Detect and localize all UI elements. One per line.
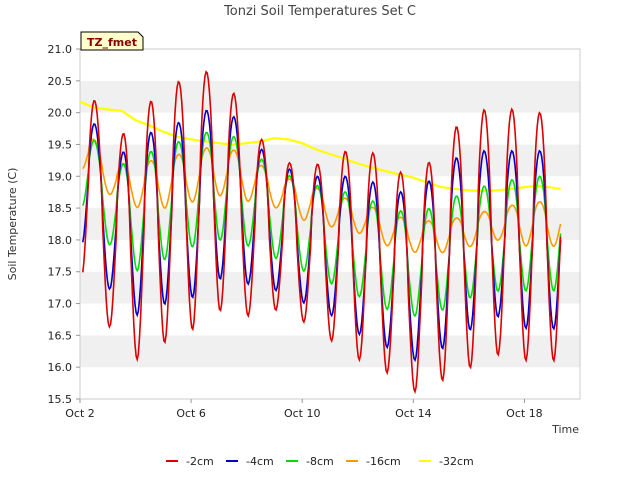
- y-tick-label: 21.0: [48, 43, 73, 56]
- x-tick-label: Oct 14: [395, 407, 432, 420]
- y-tick-label: 18.5: [48, 202, 73, 215]
- grid-band: [80, 335, 580, 368]
- grid-band: [80, 80, 580, 113]
- legend-label: -8cm: [306, 455, 334, 468]
- site-label-background: [80, 31, 144, 51]
- site-label: TZ_fmet: [87, 36, 137, 49]
- grid-band: [80, 208, 580, 240]
- y-tick-label: 18.0: [48, 234, 73, 247]
- series-line: [82, 70, 562, 395]
- grid-band: [80, 271, 580, 304]
- legend-label: -4cm: [246, 455, 274, 468]
- y-tick-label: 15.5: [48, 393, 73, 406]
- legend-label: -16cm: [366, 455, 401, 468]
- y-tick-label: 17.0: [48, 298, 73, 311]
- series-lines: [79, 70, 562, 395]
- series-line: [79, 100, 561, 193]
- grid-band: [80, 49, 580, 81]
- x-tick-label: Oct 6: [176, 407, 206, 420]
- legend-label: -32cm: [439, 455, 474, 468]
- legend: -2cm -4cm -8cm -16cm -32cm: [166, 455, 474, 468]
- y-tick-label: 20.5: [48, 75, 73, 88]
- x-tick-label: Oct 18: [506, 407, 543, 420]
- x-axis-label: Time: [551, 423, 579, 436]
- grid-band: [80, 176, 580, 209]
- y-tick-label: 16.5: [48, 329, 73, 342]
- y-tick-label: 16.0: [48, 361, 73, 374]
- y-axis-label: Soil Temperature (C): [6, 168, 19, 281]
- plot-frame: [79, 48, 581, 400]
- y-axis-ticks: 15.5 16.0 16.5 17.0 17.5 18.0 18.5 19.0 19.5 20.0…: [48, 43, 80, 406]
- x-axis-ticks: Oct 2 Oct 6 Oct 10 Oct 14 Oct 18: [65, 399, 543, 420]
- y-tick-label: 20.0: [48, 107, 73, 120]
- chart-title: Tonzi Soil Temperatures Set C: [223, 4, 416, 19]
- x-tick-label: Oct 2: [65, 407, 95, 420]
- y-tick-label: 19.5: [48, 138, 73, 151]
- y-tick-label: 17.5: [48, 266, 73, 279]
- site-label-box: TZ_fmet: [80, 31, 144, 51]
- grid-band: [80, 112, 580, 145]
- grid-band: [80, 367, 580, 399]
- grid-band: [80, 144, 580, 177]
- legend-label: -2cm: [186, 455, 214, 468]
- x-tick-label: Oct 10: [284, 407, 321, 420]
- y-tick-label: 19.0: [48, 170, 73, 183]
